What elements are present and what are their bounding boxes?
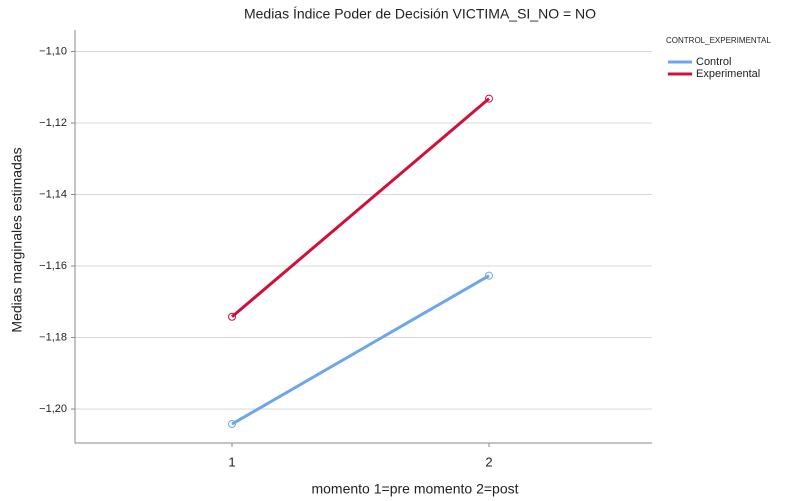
y-tick-label: −1,10 bbox=[39, 45, 67, 57]
y-tick-label: −1,20 bbox=[39, 403, 67, 415]
legend-title: CONTROL_EXPERIMENTAL bbox=[666, 36, 771, 45]
y-tick-label: −1,18 bbox=[39, 331, 67, 343]
x-axis-label: momento 1=pre momento 2=post bbox=[311, 481, 518, 497]
legend-label: Control bbox=[696, 56, 731, 68]
y-axis-label: Medias marginales estimadas bbox=[9, 147, 25, 332]
legend-label: Experimental bbox=[696, 68, 760, 80]
point bbox=[228, 312, 236, 321]
y-tick-label: −1,12 bbox=[39, 117, 67, 129]
chart-title: Medias Índice Poder de Decisión VICTIMA_… bbox=[244, 6, 596, 22]
y-tick-label: −1,14 bbox=[39, 188, 67, 200]
x-tick-label: 2 bbox=[485, 454, 492, 469]
point bbox=[485, 94, 493, 103]
y-tick-label: −1,16 bbox=[39, 260, 67, 272]
series-line bbox=[231, 274, 490, 426]
point bbox=[485, 271, 493, 280]
point bbox=[228, 420, 236, 429]
series-line bbox=[231, 97, 490, 318]
x-tick-label: 1 bbox=[228, 454, 235, 469]
